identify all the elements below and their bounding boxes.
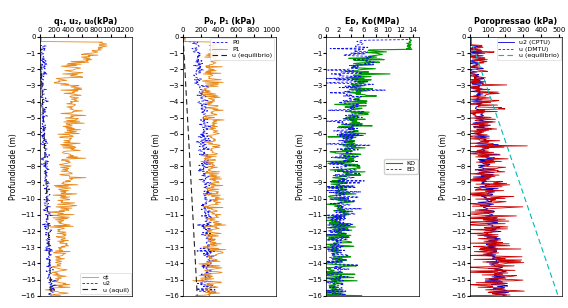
Title: P₀, P₁ (kPa): P₀, P₁ (kPa): [204, 17, 255, 26]
Legend: P0, P1, u (equilibrio): P0, P1, u (equilibrio): [210, 38, 274, 60]
Y-axis label: Profundidade (m): Profundidade (m): [152, 133, 161, 200]
Y-axis label: Profundidade (m): Profundidade (m): [439, 133, 448, 200]
Title: Eᴅ, Kᴅ(MPa): Eᴅ, Kᴅ(MPa): [345, 17, 400, 26]
Title: q₁, u₂, u₀(kPa): q₁, u₂, u₀(kPa): [55, 17, 118, 26]
Legend: u2 (CPTU), u (DMTU), u (equilibrio): u2 (CPTU), u (DMTU), u (equilibrio): [496, 38, 561, 60]
Y-axis label: Profundidade (m): Profundidade (m): [9, 133, 18, 200]
Y-axis label: Profundidade (m): Profundidade (m): [296, 133, 304, 200]
Title: Poropressao (kPa): Poropressao (kPa): [474, 17, 558, 26]
Legend: qt, u2, u (aquil): qt, u2, u (aquil): [81, 273, 131, 294]
Legend: KD, ED: KD, ED: [385, 159, 417, 174]
